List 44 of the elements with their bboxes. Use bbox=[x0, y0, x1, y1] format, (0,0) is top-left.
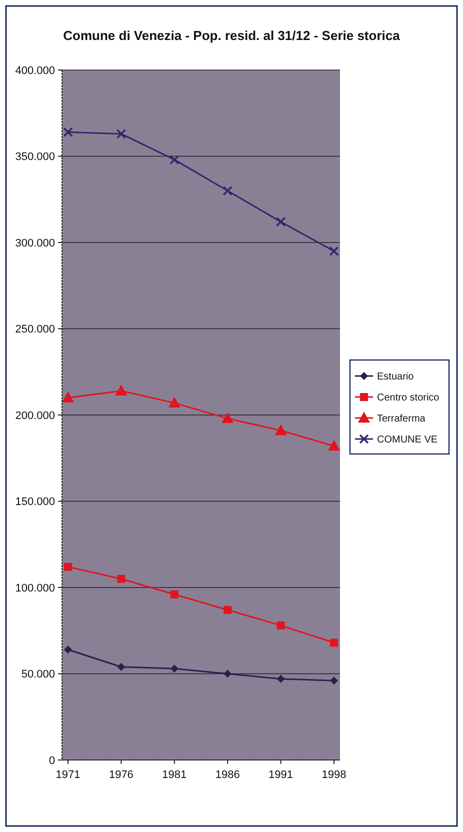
point bbox=[222, 412, 234, 424]
point bbox=[222, 186, 232, 196]
chart-title: Comune di Venezia - Pop. resid. al 31/12 - Serie storica bbox=[63, 28, 401, 43]
y-tick-label: 200.000 bbox=[15, 410, 55, 422]
y-tick-label: 150.000 bbox=[15, 496, 55, 508]
point bbox=[64, 562, 72, 571]
point bbox=[276, 621, 285, 630]
point bbox=[62, 392, 74, 402]
y-tick-label: 350.000 bbox=[15, 151, 55, 164]
point bbox=[224, 670, 232, 678]
y-tick-label: 300.000 bbox=[15, 237, 55, 250]
point bbox=[170, 154, 180, 165]
x-tick-label: 1976 bbox=[108, 769, 134, 781]
point bbox=[168, 397, 180, 408]
x-tick-label: 1991 bbox=[268, 769, 294, 781]
point bbox=[224, 606, 232, 614]
point bbox=[170, 664, 178, 673]
point bbox=[276, 216, 286, 227]
y-tick-label: 0 bbox=[48, 754, 55, 767]
point bbox=[64, 646, 72, 654]
point bbox=[117, 662, 126, 671]
point bbox=[116, 128, 126, 139]
y-tick-label: 400.000 bbox=[15, 64, 55, 77]
point bbox=[330, 676, 338, 685]
x-tick-label: 1998 bbox=[322, 769, 346, 781]
legend-label: Terraferma bbox=[377, 414, 426, 424]
point bbox=[117, 574, 126, 583]
point bbox=[328, 440, 340, 451]
point bbox=[330, 638, 338, 647]
y-tick-label: 100.000 bbox=[15, 582, 55, 594]
point bbox=[275, 424, 286, 436]
point bbox=[170, 590, 178, 598]
x-tick-label: 1986 bbox=[215, 769, 240, 781]
point bbox=[116, 385, 127, 396]
y-tick-label: 50.000 bbox=[21, 668, 55, 681]
legend-label: Estuario bbox=[377, 372, 414, 382]
point bbox=[276, 674, 285, 683]
x-tick-label: 1981 bbox=[162, 769, 187, 781]
x-tick-label: 1971 bbox=[56, 769, 80, 781]
point bbox=[63, 127, 73, 137]
legend-label: Centro storico bbox=[377, 392, 440, 404]
legend-label: COMUNE VE bbox=[377, 434, 438, 446]
y-tick-label: 250.000 bbox=[15, 324, 55, 336]
point bbox=[329, 246, 339, 256]
